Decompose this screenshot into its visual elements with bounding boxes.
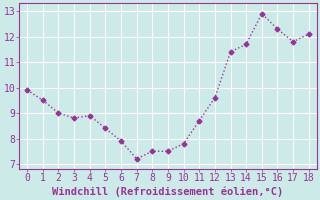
X-axis label: Windchill (Refroidissement éolien,°C): Windchill (Refroidissement éolien,°C) — [52, 186, 284, 197]
